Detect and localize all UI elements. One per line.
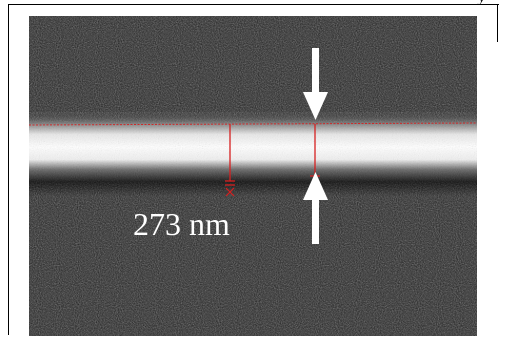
fiber-texture bbox=[29, 112, 477, 182]
measurement-label: 273 nm bbox=[133, 206, 230, 242]
micrograph-canvas bbox=[29, 16, 477, 336]
marker-x-b bbox=[225, 187, 235, 197]
sem-micrograph bbox=[29, 16, 477, 336]
top-border-line bbox=[8, 4, 499, 5]
clipped-top-text: y bbox=[479, 0, 485, 6]
left-border-line bbox=[8, 4, 9, 335]
right-border-line bbox=[497, 4, 498, 42]
upper-edge-trace bbox=[29, 122, 477, 126]
arrow-up-icon bbox=[303, 172, 328, 244]
arrow-down-icon bbox=[303, 48, 328, 120]
